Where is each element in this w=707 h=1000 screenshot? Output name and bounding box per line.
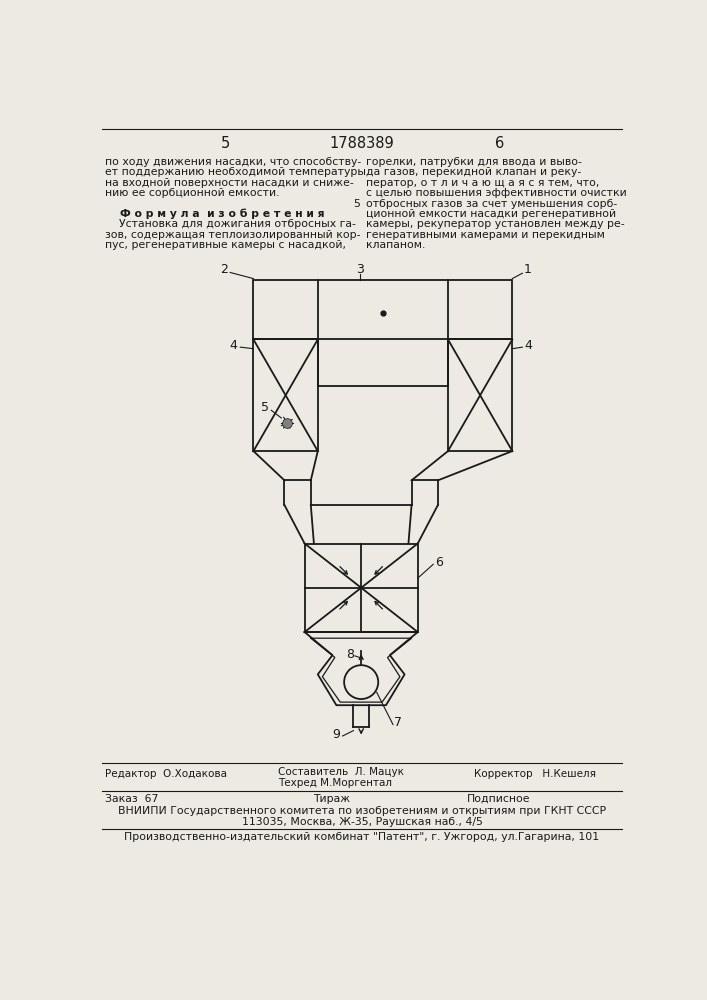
Bar bbox=[448, 339, 513, 451]
Text: Редактор  О.Ходакова: Редактор О.Ходакова bbox=[105, 769, 228, 779]
Text: Ф о р м у л а  и з о б р е т е н и я: Ф о р м у л а и з о б р е т е н и я bbox=[105, 209, 325, 219]
Text: 5: 5 bbox=[221, 136, 230, 151]
Bar bbox=[305, 544, 418, 632]
Text: генеративными камерами и перекидным: генеративными камерами и перекидным bbox=[366, 230, 604, 240]
Bar bbox=[253, 280, 513, 339]
Text: с целью повышения эффективности очистки: с целью повышения эффективности очистки bbox=[366, 188, 626, 198]
Text: 9: 9 bbox=[332, 728, 340, 741]
Text: камеры, рекуператор установлен между ре-: камеры, рекуператор установлен между ре- bbox=[366, 219, 624, 229]
Circle shape bbox=[344, 665, 378, 699]
Text: 4: 4 bbox=[525, 339, 532, 352]
Text: 5: 5 bbox=[261, 401, 269, 414]
Text: 3: 3 bbox=[356, 263, 363, 276]
Text: по ходу движения насадки, что способству-: по ходу движения насадки, что способству… bbox=[105, 157, 362, 167]
Text: 1: 1 bbox=[524, 263, 532, 276]
Text: 5: 5 bbox=[353, 199, 360, 209]
Text: нию ее сорбционной емкости.: нию ее сорбционной емкости. bbox=[105, 188, 280, 198]
Text: клапаном.: клапаном. bbox=[366, 240, 425, 250]
Text: отбросных газов за счет уменьшения сорб-: отбросных газов за счет уменьшения сорб- bbox=[366, 199, 617, 209]
Text: горелки, патрубки для ввода и выво-: горелки, патрубки для ввода и выво- bbox=[366, 157, 582, 167]
Text: Заказ  67: Заказ 67 bbox=[105, 794, 159, 804]
Text: ционной емкости насадки регенеративной: ционной емкости насадки регенеративной bbox=[366, 209, 616, 219]
Text: Установка для дожигания отбросных га-: Установка для дожигания отбросных га- bbox=[105, 219, 356, 229]
Text: 113035, Москва, Ж-35, Раушская наб., 4/5: 113035, Москва, Ж-35, Раушская наб., 4/5 bbox=[242, 817, 482, 827]
Text: 4: 4 bbox=[229, 339, 238, 352]
Text: 6: 6 bbox=[435, 556, 443, 569]
Text: Производственно-издательский комбинат "Патент", г. Ужгород, ул.Гагарина, 101: Производственно-издательский комбинат "П… bbox=[124, 832, 600, 842]
Text: Подписное: Подписное bbox=[467, 794, 530, 804]
Text: Корректор   Н.Кешеля: Корректор Н.Кешеля bbox=[474, 769, 595, 779]
Text: 8: 8 bbox=[346, 648, 354, 661]
Text: зов, содержащая теплоизолированный кор-: зов, содержащая теплоизолированный кор- bbox=[105, 230, 361, 240]
Text: да газов, перекидной клапан и реку-: да газов, перекидной клапан и реку- bbox=[366, 167, 581, 177]
Text: 7: 7 bbox=[395, 716, 402, 729]
Text: пус, регенеративные камеры с насадкой,: пус, регенеративные камеры с насадкой, bbox=[105, 240, 346, 250]
Bar bbox=[253, 339, 317, 451]
Text: ператор, о т л и ч а ю щ а я с я тем, что,: ператор, о т л и ч а ю щ а я с я тем, чт… bbox=[366, 178, 600, 188]
Text: на входной поверхности насадки и сниже-: на входной поверхности насадки и сниже- bbox=[105, 178, 354, 188]
Text: ет поддержанию необходимой температуры: ет поддержанию необходимой температуры bbox=[105, 167, 366, 177]
Text: 6: 6 bbox=[494, 136, 504, 151]
Text: Тираж: Тираж bbox=[313, 794, 350, 804]
Text: ВНИИПИ Государственного комитета по изобретениям и открытиям при ГКНТ СССР: ВНИИПИ Государственного комитета по изоб… bbox=[118, 806, 606, 816]
Text: Техред М.Моргентал: Техред М.Моргентал bbox=[279, 778, 392, 788]
Text: Составитель  Л. Мацук: Составитель Л. Мацук bbox=[279, 767, 404, 777]
Text: 2: 2 bbox=[220, 263, 228, 276]
Text: 1788389: 1788389 bbox=[329, 136, 395, 151]
